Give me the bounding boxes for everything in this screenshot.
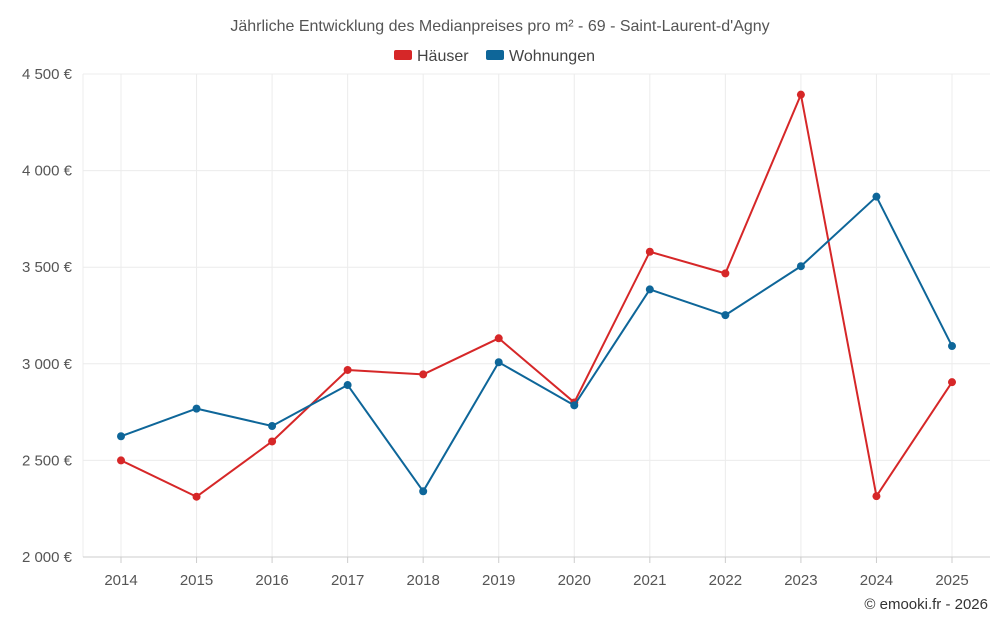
x-tick-label: 2014 [104, 572, 137, 589]
data-point-wohnungen[interactable] [796, 262, 805, 271]
data-point-wohnungen[interactable] [268, 422, 277, 431]
legend-swatch [486, 50, 504, 60]
series-line-h-user [120, 93, 953, 498]
y-tick-label: 2 000 € [22, 549, 73, 566]
legend-swatch [394, 50, 412, 60]
x-tick-label: 2019 [482, 572, 515, 589]
data-point-wohnungen[interactable] [117, 432, 125, 441]
x-tick-label: 2024 [860, 572, 893, 589]
legend-label: Häuser [417, 48, 469, 65]
data-point-h-user[interactable] [796, 90, 805, 99]
x-tick-label: 2021 [633, 572, 666, 589]
y-tick-label: 4 500 € [22, 66, 73, 83]
x-tick-label: 2016 [255, 572, 288, 589]
y-tick-label: 2 500 € [22, 452, 73, 469]
legend-item-wohnungen[interactable]: Wohnungen [486, 48, 595, 65]
x-tick-label: 2025 [935, 572, 968, 589]
y-tick-label: 3 000 € [22, 356, 73, 373]
x-tick-label: 2020 [558, 572, 591, 589]
data-point-wohnungen[interactable] [419, 487, 428, 496]
data-point-h-user[interactable] [343, 365, 352, 374]
data-point-h-user[interactable] [645, 247, 654, 256]
series-line-wohnungen [120, 195, 953, 493]
data-point-wohnungen[interactable] [872, 192, 881, 201]
legend: Häuser Wohnungen [394, 48, 595, 65]
data-point-wohnungen[interactable] [570, 401, 579, 410]
x-tick-label: 2017 [331, 572, 364, 589]
x-tick-label: 2023 [784, 572, 817, 589]
legend-item-h-user[interactable]: Häuser [394, 48, 469, 65]
data-point-h-user[interactable] [268, 437, 277, 446]
y-tick-label: 3 500 € [22, 259, 73, 276]
x-tick-label: 2018 [406, 572, 439, 589]
axes: 2 000 € 2 500 € 3 000 € 3 500 € 4 000 € 4 500… [22, 66, 990, 589]
x-tick-label: 2015 [180, 572, 213, 589]
data-point-wohnungen[interactable] [494, 358, 503, 367]
grid [82, 73, 990, 557]
data-point-wohnungen[interactable] [343, 381, 352, 390]
data-point-h-user[interactable] [948, 378, 956, 387]
credit-text: © emooki.fr - 2026 [864, 596, 988, 613]
x-tick-label: 2022 [709, 572, 742, 589]
legend-label: Wohnungen [509, 48, 595, 65]
data-point-h-user[interactable] [721, 269, 730, 278]
data-point-wohnungen[interactable] [192, 404, 201, 413]
data-point-h-user[interactable] [117, 456, 125, 465]
data-point-wohnungen[interactable] [721, 311, 730, 320]
data-point-h-user[interactable] [494, 334, 503, 343]
data-point-wohnungen[interactable] [645, 285, 654, 294]
series-layer [117, 90, 956, 501]
chart-title: Jährliche Entwicklung des Medianpreises … [230, 18, 769, 35]
data-point-h-user[interactable] [419, 370, 428, 379]
data-point-h-user[interactable] [192, 492, 201, 501]
data-point-h-user[interactable] [872, 492, 881, 501]
data-point-wohnungen[interactable] [948, 342, 956, 351]
y-tick-label: 4 000 € [22, 163, 73, 180]
